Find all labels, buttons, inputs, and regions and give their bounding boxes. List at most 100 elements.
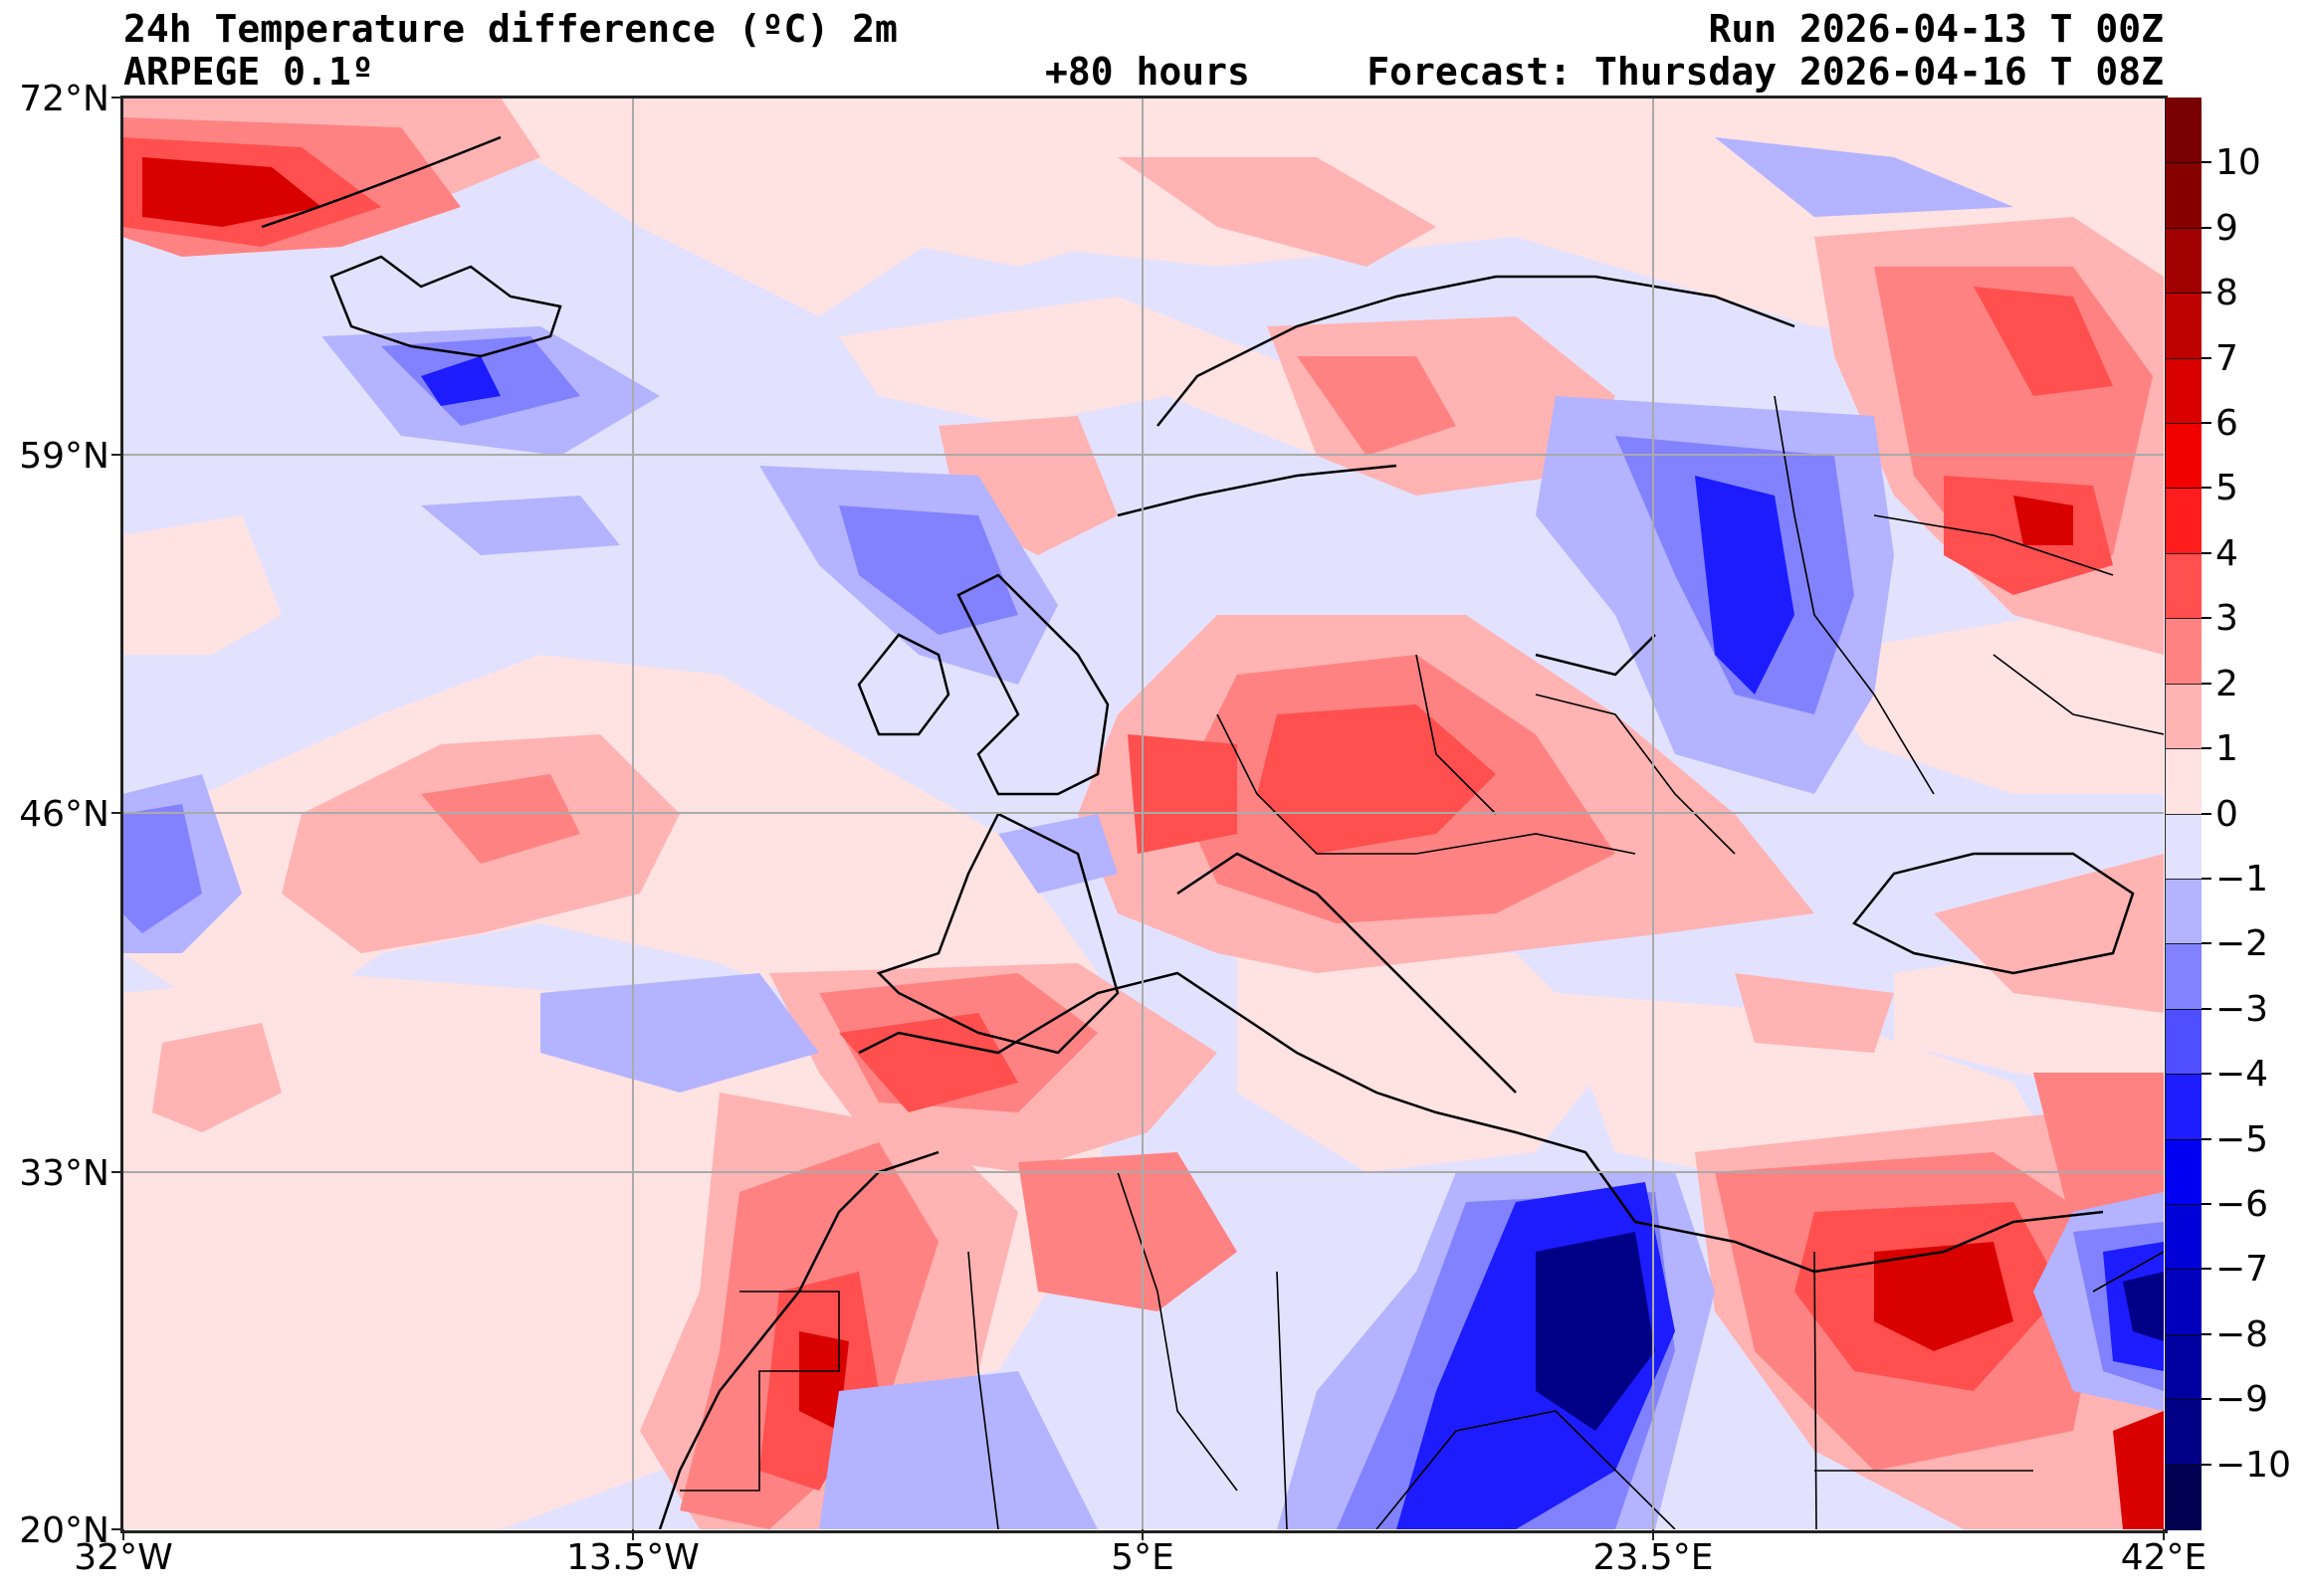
- colorbar-band: [2166, 943, 2202, 1010]
- lon-tick: [2163, 1529, 2165, 1540]
- colorbar-band: [2166, 488, 2202, 554]
- colorbar-level-line: [2166, 618, 2202, 620]
- colorbar-band: [2166, 357, 2202, 424]
- lat-label-33N: 33°N: [19, 1153, 109, 1194]
- colorbar-band: [2166, 552, 2202, 619]
- colorbar-level-line: [2166, 1203, 2202, 1205]
- lon-label-13.5W: 13.5°W: [566, 1537, 700, 1578]
- colorbar-tick: [2202, 422, 2211, 425]
- colorbar-tick: [2202, 292, 2211, 295]
- field-negative-7-10: [1536, 1232, 2164, 1431]
- gridlines: [122, 98, 2164, 1529]
- lon-tick: [1142, 1529, 1144, 1540]
- lon-label-32W: 32°W: [74, 1537, 173, 1578]
- colorbar-tick: [2202, 226, 2211, 229]
- colorbar-tick: [2202, 1332, 2211, 1335]
- colorbar-band: [2166, 748, 2202, 815]
- colorbar-level-line: [2166, 748, 2202, 750]
- colorbar-tick-label: 8: [2215, 273, 2238, 314]
- colorbar-tick: [2202, 942, 2211, 945]
- colorbar-band: [2166, 683, 2202, 749]
- colorbar-tick-label: 6: [2215, 403, 2238, 445]
- model-name: ARPEGE 0.1º: [123, 50, 374, 94]
- colorbar-level-line: [2166, 1074, 2202, 1076]
- colorbar-tick: [2202, 747, 2211, 750]
- colorbar-tick: [2202, 1268, 2211, 1271]
- field-positive-5-8: [142, 157, 2164, 1529]
- lon-label-42E: 42°E: [2120, 1537, 2207, 1578]
- colorbar-level-line: [2166, 943, 2202, 945]
- lon-label-5E: 5°E: [1111, 1537, 1174, 1578]
- colorbar-tick-label: −9: [2215, 1379, 2269, 1421]
- lon-tick: [1652, 1529, 1654, 1540]
- colorbar: [2166, 98, 2202, 1530]
- colorbar-tick-label: −6: [2215, 1183, 2269, 1225]
- colorbar-tick-label: 4: [2215, 532, 2238, 574]
- colorbar-level-line: [2166, 293, 2202, 295]
- lon-label-23.5E: 23.5°E: [1592, 1537, 1714, 1578]
- lat-label-20N: 20°N: [19, 1510, 109, 1551]
- colorbar-level-line: [2166, 1269, 2202, 1271]
- colorbar-band: [2166, 162, 2202, 229]
- map-title: 24h Temperature difference (ºC) 2m: [123, 7, 898, 51]
- colorbar-tick: [2202, 682, 2211, 685]
- country-borders: [680, 395, 2164, 1529]
- colorbar-band: [2166, 423, 2202, 490]
- colorbar-band: [2166, 1333, 2202, 1400]
- colorbar-band: [2166, 1269, 2202, 1335]
- colorbar-level-line: [2166, 552, 2202, 554]
- colorbar-tick-label: −3: [2215, 988, 2269, 1030]
- colorbar-tick: [2202, 356, 2211, 359]
- colorbar-tick-label: −4: [2215, 1054, 2269, 1096]
- colorbar-band: [2166, 618, 2202, 685]
- colorbar-tick-label: 0: [2215, 793, 2238, 835]
- colorbar-level-line: [2166, 488, 2202, 490]
- colorbar-band: [2166, 1464, 2202, 1530]
- colorbar-tick: [2202, 1073, 2211, 1076]
- colorbar-level-line: [2166, 1464, 2202, 1466]
- colorbar-tick: [2202, 812, 2211, 815]
- colorbar-band: [2166, 293, 2202, 359]
- colorbar-tick: [2202, 1398, 2211, 1401]
- colorbar-band: [2166, 98, 2202, 163]
- colorbar-tick: [2202, 1463, 2211, 1466]
- colorbar-tick-label: 3: [2215, 598, 2238, 640]
- colorbar-tick-label: 7: [2215, 337, 2238, 379]
- lat-tick: [111, 1171, 122, 1173]
- colorbar-band: [2166, 1399, 2202, 1466]
- colorbar-band: [2166, 878, 2202, 944]
- colorbar-band: [2166, 813, 2202, 880]
- colorbar-band: [2166, 1074, 2202, 1140]
- colorbar-level-line: [2166, 162, 2202, 164]
- temperature-difference-map: [122, 98, 2164, 1529]
- colorbar-level-line: [2166, 683, 2202, 685]
- colorbar-tick: [2202, 161, 2211, 164]
- colorbar-level-line: [2166, 423, 2202, 425]
- lon-tick: [122, 1529, 124, 1540]
- lat-label-72N: 72°N: [19, 79, 109, 119]
- colorbar-tick: [2202, 487, 2211, 490]
- colorbar-level-line: [2166, 227, 2202, 229]
- lat-tick: [111, 812, 122, 814]
- lat-tick: [111, 454, 122, 456]
- colorbar-tick: [2202, 877, 2211, 880]
- colorbar-level-line: [2166, 1008, 2202, 1010]
- lon-tick: [632, 1529, 634, 1540]
- lat-tick: [111, 1528, 122, 1530]
- colorbar-tick-label: 9: [2215, 207, 2238, 249]
- colorbar-tick-label: −2: [2215, 923, 2269, 965]
- colorbar-tick: [2202, 1137, 2211, 1140]
- colorbar-tick-label: 10: [2215, 142, 2261, 184]
- colorbar-band: [2166, 1008, 2202, 1075]
- colorbar-tick: [2202, 1202, 2211, 1205]
- colorbar-level-line: [2166, 1333, 2202, 1335]
- colorbar-tick-label: 1: [2215, 728, 2238, 770]
- run-time: Run 2026-04-13 T 00Z: [1708, 7, 2164, 51]
- colorbar-tick: [2202, 1007, 2211, 1010]
- colorbar-tick: [2202, 617, 2211, 620]
- lat-label-59N: 59°N: [19, 436, 109, 477]
- colorbar-tick-label: −8: [2215, 1313, 2269, 1355]
- colorbar-band: [2166, 1138, 2202, 1205]
- map-field: [122, 98, 2164, 1529]
- colorbar-level-line: [2166, 1138, 2202, 1140]
